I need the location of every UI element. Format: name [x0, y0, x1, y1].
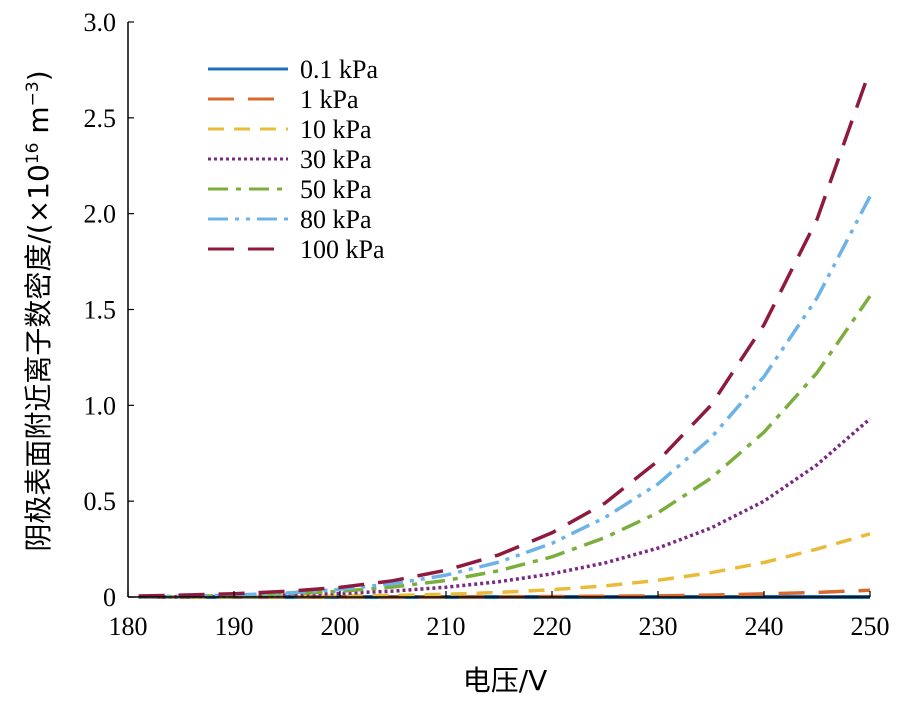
x-tick-label: 190: [215, 612, 254, 641]
y-tick-label: 2.5: [84, 104, 117, 133]
legend-label: 0.1 kPa: [300, 55, 378, 84]
legend-label: 50 kPa: [300, 175, 372, 204]
legend-label: 80 kPa: [300, 205, 372, 234]
x-tick-label: 200: [321, 612, 360, 641]
legend-label: 10 kPa: [300, 115, 372, 144]
plot-lines: [138, 69, 872, 599]
y-axis-label-exponent: 16: [23, 143, 43, 165]
x-tick-label: 230: [639, 612, 678, 641]
y-axis-label: 阴极表面附近离子数密度/(×1016 m−3): [22, 70, 55, 551]
y-axis-label-close: ): [22, 70, 55, 81]
y-tick-label: 1.0: [84, 391, 117, 420]
tick-labels: 180 190 200 210 220 230 240 250 0 0.5 1.0 1.5 2.0 2.5…: [84, 8, 890, 641]
y-tick-label: 0.5: [84, 487, 117, 516]
series-line: [138, 417, 872, 599]
series-line: [138, 195, 872, 599]
series-line: [138, 69, 872, 598]
y-tick-label: 3.0: [84, 8, 117, 37]
axes: [127, 21, 871, 598]
y-tick-label: 0: [103, 583, 116, 612]
y-axis-label-unit: m: [22, 106, 55, 142]
y-tick-label: 1.5: [84, 296, 117, 325]
x-tick-label: 180: [109, 612, 148, 641]
x-tick-label: 220: [533, 612, 572, 641]
y-tick-label: 2.0: [84, 200, 117, 229]
legend-label: 30 kPa: [300, 145, 372, 174]
x-tick-label: 240: [745, 612, 784, 641]
x-tick-label: 210: [427, 612, 466, 641]
x-tick-label: 250: [851, 612, 890, 641]
y-axis-label-main: 阴极表面附近离子数密度/(×10: [22, 164, 55, 551]
legend-label: 1 kPa: [300, 85, 359, 114]
series-line: [138, 532, 871, 599]
y-axis-label-unit-exponent: −3: [23, 81, 43, 106]
x-axis-label: 电压/V: [463, 664, 548, 697]
legend-label: 100 kPa: [300, 235, 385, 264]
